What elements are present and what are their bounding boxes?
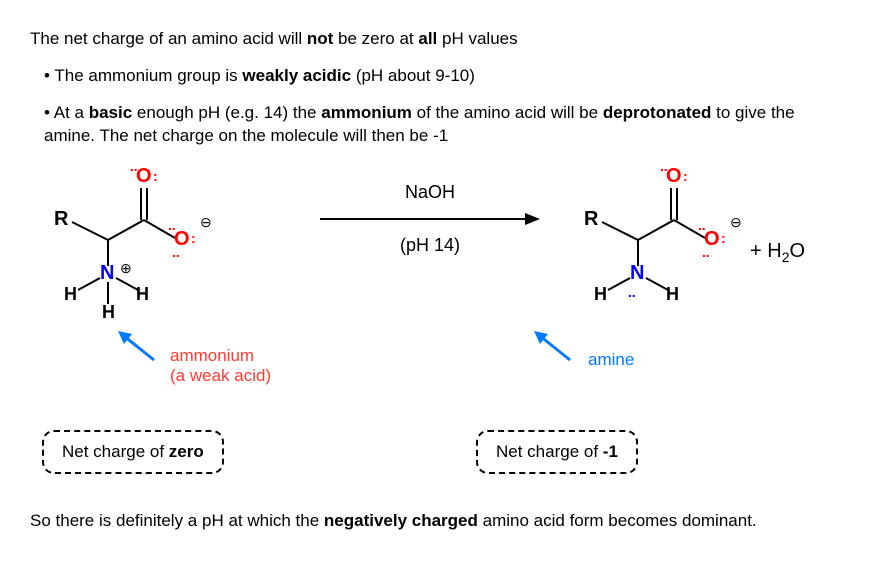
title-line: The net charge of an amino acid will not… — [30, 28, 850, 51]
lone-pair: . . — [698, 217, 704, 233]
amine-pointer-arrow-icon — [528, 326, 578, 366]
neg-charge-icon: ⊖ — [200, 214, 212, 231]
condition-label: (pH 14) — [300, 235, 560, 256]
atom-O-carbonyl: O — [136, 165, 152, 188]
atom-H: H — [102, 302, 115, 323]
lone-pair: : — [683, 168, 686, 184]
atom-R: R — [54, 208, 68, 231]
lone-pair: : — [191, 230, 194, 246]
lone-pair: : — [721, 230, 724, 246]
lone-pair: . . — [168, 217, 174, 233]
atom-H: H — [666, 284, 679, 305]
bullet-2: • At a basic enough pH (e.g. 14) the amm… — [30, 102, 850, 148]
atom-R: R — [584, 208, 598, 231]
atom-H: H — [64, 284, 77, 305]
lone-pair-N: . . — [628, 284, 634, 300]
atom-N: N — [630, 262, 644, 285]
reaction-arrow-block: NaOH (pH 14) — [300, 162, 560, 256]
reaction-arrow-icon — [315, 209, 545, 229]
bullet-1: • The ammonium group is weakly acidic (p… — [30, 65, 850, 88]
atom-H: H — [136, 284, 149, 305]
neg-charge-icon: ⊖ — [730, 214, 742, 231]
amine-annotation: amine — [588, 350, 634, 370]
net-charge-right-box: Net charge of -1 — [476, 430, 638, 474]
ammonium-pointer-arrow-icon — [112, 326, 162, 366]
lone-pair: . . — [702, 244, 708, 260]
ammonium-annotation: ammonium (a weak acid) — [170, 346, 271, 386]
reactant-molecule: R O . . : O . . : . . ⊖ N ⊕ H H H — [40, 162, 300, 322]
net-charge-left-box: Net charge of zero — [42, 430, 224, 474]
reactant-bonds — [40, 162, 300, 322]
pos-charge-icon: ⊕ — [120, 260, 132, 277]
lone-pair: : — [153, 168, 156, 184]
reagent-label: NaOH — [300, 182, 560, 203]
lone-pair: . . — [130, 158, 136, 174]
conclusion-text: So there is definitely a pH at which the… — [30, 510, 850, 533]
atom-O-carbonyl: O — [666, 165, 682, 188]
atom-N: N — [100, 262, 114, 285]
lone-pair: . . — [172, 244, 178, 260]
atom-H: H — [594, 284, 607, 305]
product-plus-water: + H2O — [750, 240, 805, 265]
lone-pair: . . — [660, 158, 666, 174]
